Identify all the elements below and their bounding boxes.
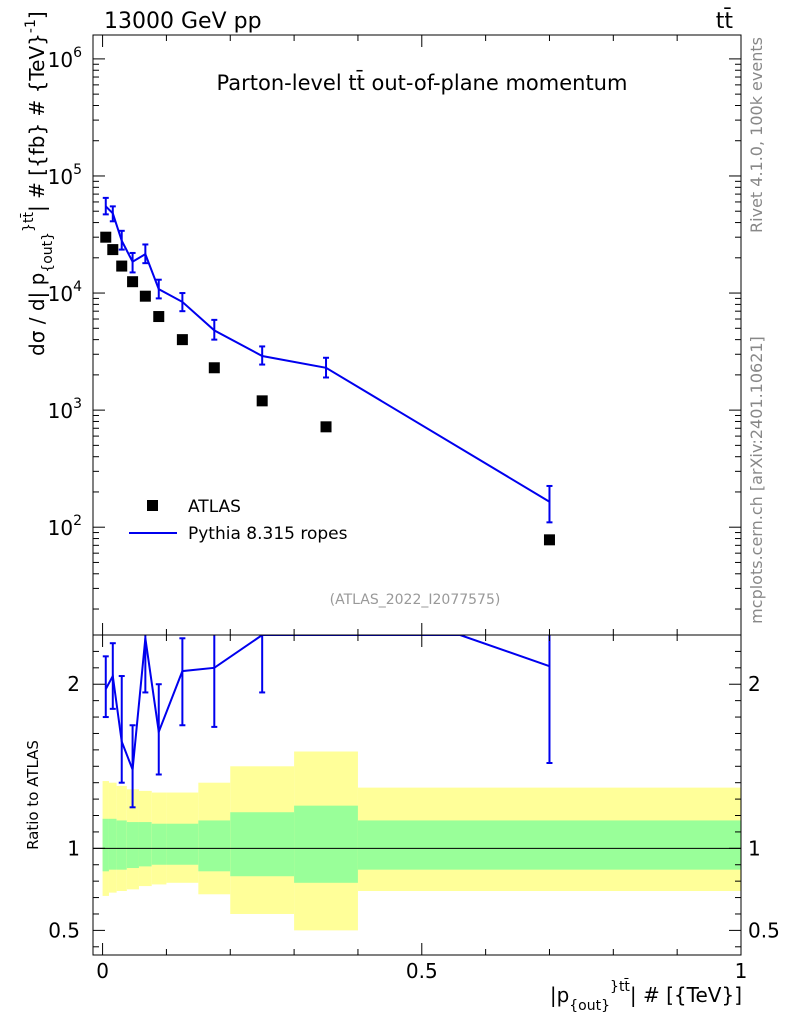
band-inner-10 [357,820,741,870]
atlas-point-9 [320,421,332,433]
atlas-point-10 [543,534,555,546]
band-inner-7 [198,820,231,872]
mc-series-main [102,196,553,524]
band-inner-2 [116,820,127,870]
main-frame [92,34,742,636]
legend: ATLAS Pythia 8.315 ropes [129,497,348,544]
atlas-point-1 [107,244,119,256]
y-axis-label-ratio: Ratio to ATLAS [24,740,42,850]
x-axis-label: |p{out}}tt̄| # [{TeV}] [550,977,742,1014]
source-label: mcplots.cern.ch [arXiv:2401.10621] [747,336,766,624]
y-tick-label-ratio-left-2: 2 [67,672,80,696]
y-tick-label-ratio-right-2: 2 [748,672,761,696]
mc-main-line [105,205,550,503]
y-tick-label-ratio-left-1: 1 [67,836,80,860]
chart-title: Parton-level tt̄ out-of-plane momentum [217,70,628,95]
band-inner-3 [126,822,139,869]
band-inner-8 [230,812,295,877]
y-tick-label-main-3: 105 [48,162,82,189]
mc-series-ratio [102,635,553,809]
x-tick-label-0: 0 [96,959,109,983]
y-axis-label-main: dσ / d| p{out}}tt̄| # [{fb} # {TeV}-1] [19,11,56,356]
mc-ratio-line [104,635,550,770]
band-inner-6 [166,823,199,865]
ratio-frame [92,634,742,956]
rivet-version-label: Rivet 4.1.0, 100k events [747,37,766,233]
legend-pythia-label: Pythia 8.315 ropes [188,524,348,544]
uncertainty-bands [102,751,741,931]
atlas-point-5 [153,311,165,323]
atlas-point-8 [256,395,268,407]
data-series-main [100,231,555,546]
x-tick-label-2: 1 [735,959,748,983]
atlas-point-3 [127,276,139,288]
y-tick-label-main-1: 103 [48,396,82,423]
process-label: tt̄ [716,8,734,34]
analysis-tag: (ATLAS_2022_I2077575) [330,592,501,608]
y-tick-label-main-2: 104 [48,279,82,306]
band-inner-5 [151,823,167,865]
legend-atlas-marker [147,500,158,511]
band-inner-1 [108,818,117,870]
energy-label: 13000 GeV pp [104,9,262,34]
y-tick-label-ratio-left-0: 0.5 [48,918,80,942]
band-inner-0 [102,818,109,872]
axis-ticks [93,35,742,955]
atlas-point-2 [116,260,128,272]
plot-frames [92,34,742,956]
y-tick-label-main-4: 106 [48,45,82,72]
y-tick-label-main-0: 102 [48,513,82,540]
y-tick-label-ratio-right-0: 0.5 [748,918,780,942]
y-tick-label-ratio-right-1: 1 [748,836,761,860]
atlas-point-7 [208,362,220,374]
atlas-point-4 [139,290,151,302]
x-tick-label-1: 0.5 [406,959,438,983]
legend-atlas-label: ATLAS [188,497,241,517]
band-inner-4 [138,822,152,867]
band-inner-9 [294,805,358,883]
atlas-point-0 [100,231,112,243]
atlas-point-6 [176,334,188,346]
